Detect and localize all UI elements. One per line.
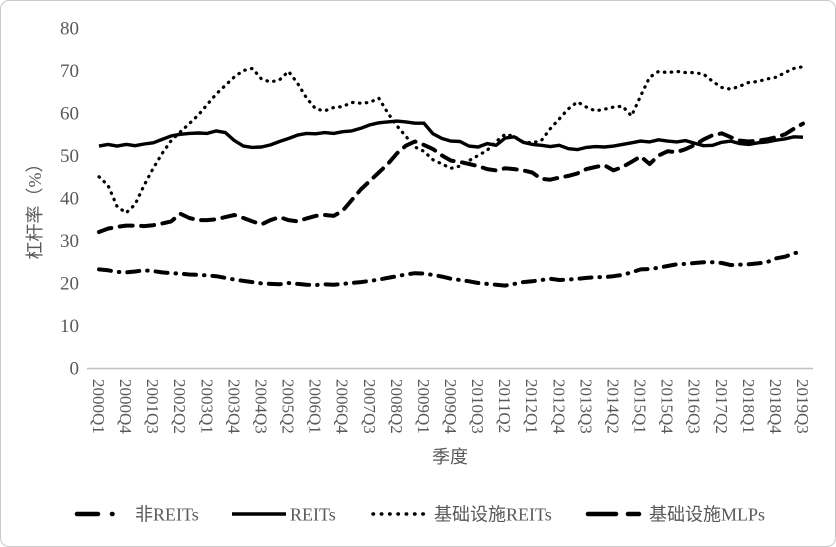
plot-series [97, 65, 805, 288]
x-tick-label: 2008Q2 [387, 379, 406, 434]
legend-item-nonreits: 非REITs [74, 505, 199, 525]
legend: 非REITs REITs 基础设施REITs 基础设施MLPs [74, 505, 765, 525]
y-axis-ticks: 0 10 20 30 40 50 60 70 80 [60, 19, 79, 380]
legend-item-infra-reits: 基础设施REITs [371, 505, 552, 525]
x-tick-label: 2003Q4 [224, 379, 243, 434]
x-tick-label: 2018Q4 [766, 379, 785, 434]
y-tick-label: 30 [60, 231, 79, 252]
x-tick-label: 2012Q1 [522, 379, 541, 434]
y-tick-label: 0 [70, 359, 80, 380]
x-tick-label: 2000Q4 [116, 379, 135, 434]
x-tick-label: 2015Q4 [658, 379, 677, 434]
x-tick-label: 2005Q2 [279, 379, 298, 434]
legend-label-nonreits: 非REITs [135, 505, 199, 525]
series-line-infra-mlps [97, 121, 805, 234]
x-tick-label: 2016Q3 [685, 379, 704, 434]
x-tick-label: 2011Q2 [495, 379, 514, 433]
x-tick-label: 2001Q3 [143, 379, 162, 434]
x-tick-label: 2007Q3 [360, 379, 379, 434]
x-tick-label: 2018Q1 [739, 379, 758, 434]
series-line-reits [98, 119, 804, 152]
series-line-nonreits [97, 249, 805, 288]
y-tick-label: 60 [60, 104, 79, 125]
x-tick-label: 2019Q3 [793, 379, 812, 434]
x-tick-label: 2002Q2 [170, 379, 189, 434]
x-tick-label: 2014Q2 [604, 379, 623, 434]
x-tick-label: 2000Q1 [89, 379, 108, 434]
x-tick-label: 2009Q1 [414, 379, 433, 434]
y-tick-label: 40 [60, 189, 79, 210]
x-tick-label: 2006Q4 [333, 379, 352, 434]
legend-item-reits: REITs [232, 505, 336, 525]
x-axis-ticks: 2000Q1 2000Q4 2001Q3 2002Q2 2003Q1 2003Q4 2004… [89, 379, 812, 434]
x-tick-label: 2015Q1 [631, 379, 650, 434]
y-tick-label: 10 [60, 316, 79, 337]
legend-label-reits: REITs [290, 505, 336, 525]
y-tick-label: 50 [60, 146, 79, 167]
y-axis-title: 杠杆率（%） [25, 155, 45, 260]
y-tick-label: 80 [60, 19, 79, 40]
x-tick-label: 2004Q3 [252, 379, 271, 434]
legend-item-infra-mlps: 基础设施MLPs [585, 505, 765, 525]
x-axis-title: 季度 [432, 447, 468, 467]
x-tick-label: 2012Q4 [549, 379, 568, 434]
x-tick-label: 2006Q1 [306, 379, 325, 434]
x-tick-label: 2010Q3 [468, 379, 487, 434]
legend-label-infra-reits: 基础设施REITs [434, 505, 552, 525]
x-tick-label: 2013Q3 [576, 379, 595, 434]
legend-label-infra-mlps: 基础设施MLPs [649, 505, 765, 525]
y-tick-label: 70 [60, 61, 79, 82]
x-tick-label: 2009Q4 [441, 379, 460, 434]
x-tick-label: 2003Q1 [197, 379, 216, 434]
x-tick-label: 2017Q2 [712, 379, 731, 434]
series-line-infra-reits [97, 65, 805, 215]
y-tick-label: 20 [60, 274, 79, 295]
